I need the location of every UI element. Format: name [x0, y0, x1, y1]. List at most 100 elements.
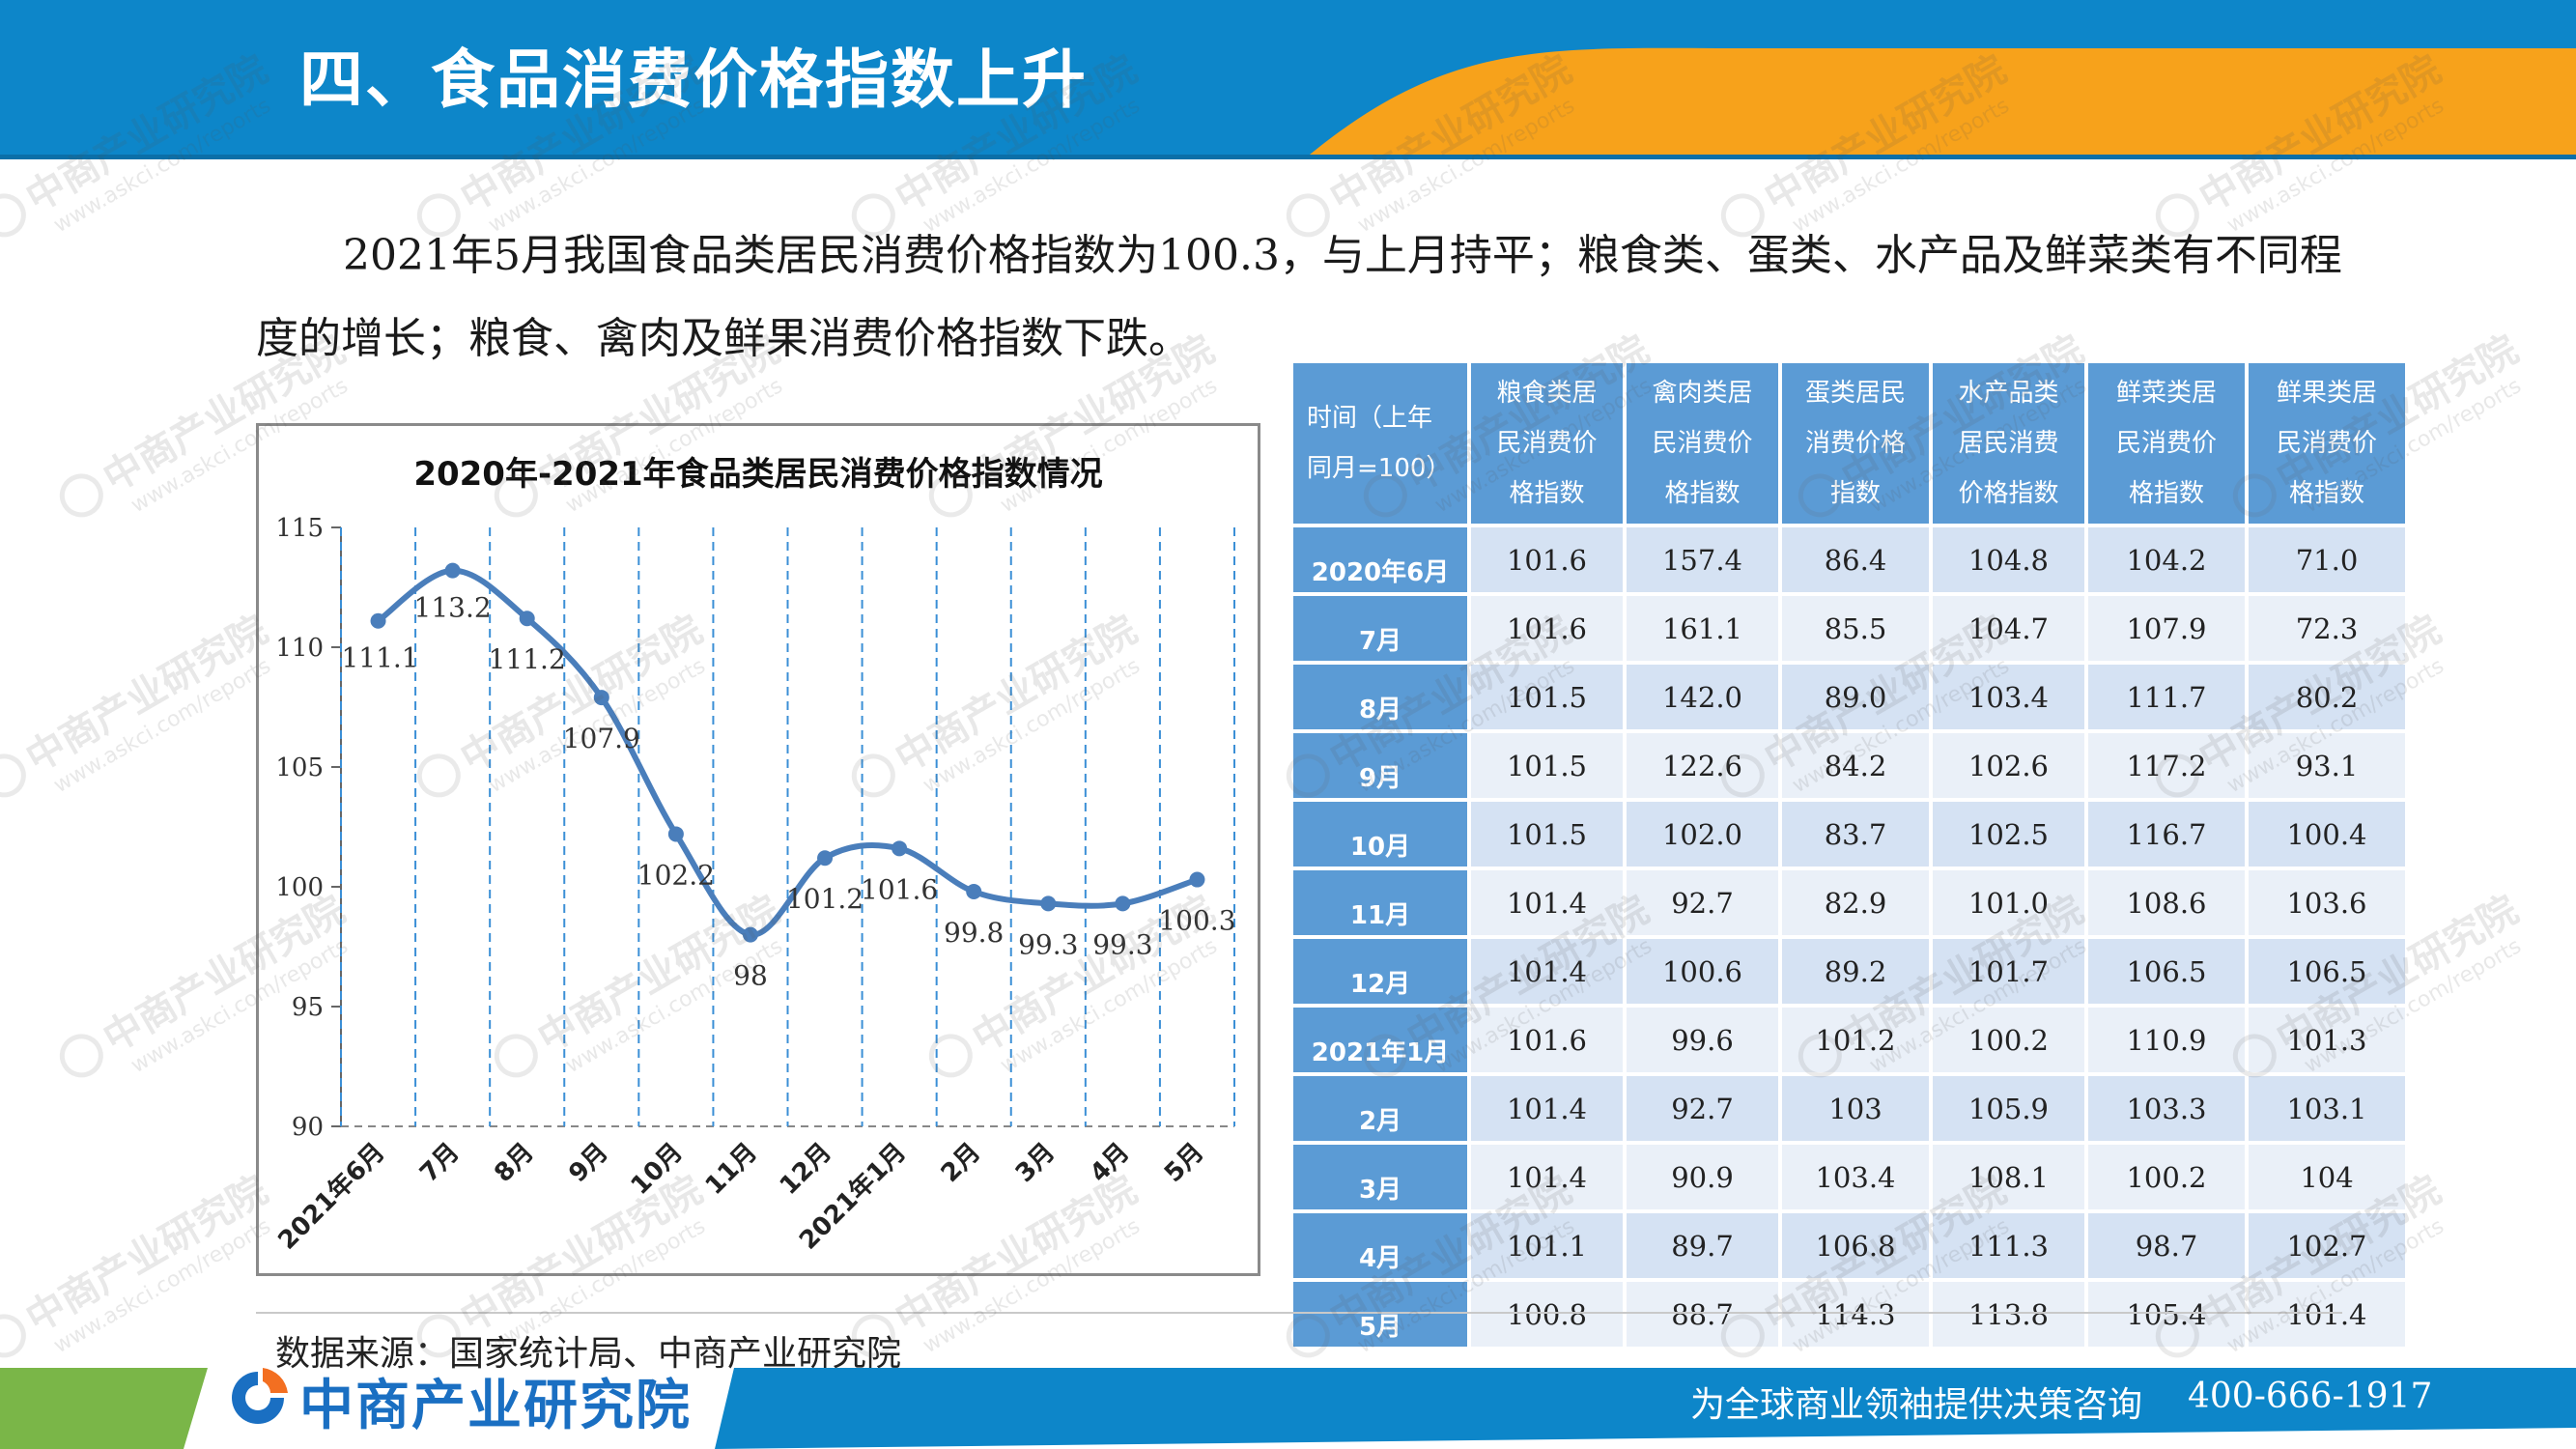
- table-cell: 122.6: [1627, 733, 1778, 798]
- table-cell: 100.2: [1933, 1008, 2084, 1072]
- data-point: [444, 562, 461, 579]
- data-point: [1115, 895, 1131, 912]
- table-cell: 101.0: [1933, 870, 2084, 935]
- data-point: [519, 611, 535, 627]
- table-row: 12月 101.4 100.6 89.2 101.7 106.5 106.5: [1293, 939, 2405, 1004]
- row-header-cell: 3月: [1293, 1145, 1467, 1209]
- table-cell: 106.8: [1782, 1213, 1929, 1278]
- table-cell: 108.6: [2088, 870, 2245, 935]
- table-cell: 100.4: [2249, 802, 2405, 867]
- row-header-cell: 5月: [1293, 1282, 1467, 1347]
- table-header-cell: 鲜菜类居 民消费价 格指数: [2088, 363, 2245, 524]
- intro-paragraph: 2021年5月我国食品类居民消费价格指数为100.3，与上月持平；粮食类、蛋类、…: [256, 231, 2342, 363]
- table-cell: 103.4: [1782, 1145, 1929, 1209]
- table-cell: 104: [2249, 1145, 2405, 1209]
- table-cell: 71.0: [2249, 527, 2405, 592]
- x-tick-label: 9月: [563, 1138, 613, 1188]
- table-cell: 110.9: [2088, 1008, 2245, 1072]
- row-header-cell: 2020年6月: [1293, 527, 1467, 592]
- header-line: 蛋类居民: [1804, 379, 1906, 408]
- header-line: 同月=100）: [1307, 454, 1452, 483]
- table-cell: 83.7: [1782, 802, 1929, 867]
- header-line: 消费价格: [1804, 429, 1906, 458]
- table-cell: 100.8: [1471, 1282, 1623, 1347]
- data-point: [593, 690, 609, 706]
- watermark-logo-icon: [0, 193, 26, 238]
- chart-canvas: 90 95 100 105 110 115 111.1 113.2 111.2 107.9 102.…: [272, 514, 1236, 1256]
- table-cell: 103: [1782, 1076, 1929, 1141]
- header-line: 时间（上年: [1307, 404, 1433, 433]
- table-cell: 103.4: [1933, 665, 2084, 729]
- table-cell: 72.3: [2249, 596, 2405, 661]
- x-tick-label: 11月: [700, 1138, 763, 1201]
- header-line: 格指数: [2288, 479, 2364, 508]
- row-header-cell: 7月: [1293, 596, 1467, 661]
- table-header-cell: 蛋类居民 消费价格 指数: [1782, 363, 1929, 524]
- table-header-row: 时间（上年 同月=100） 粮食类居 民消费价 格指数 禽肉类居 民消费价 格指数 蛋类居民 消费…: [1293, 363, 2405, 524]
- table-cell: 157.4: [1627, 527, 1778, 592]
- line-chart: 2020年-2021年食品类居民消费价格指数情况 90 95 100 105 110 11…: [256, 423, 1260, 1276]
- watermark-text: 中商产业研究院: [18, 608, 274, 781]
- table-cell: 101.2: [1782, 1008, 1929, 1072]
- watermark-logo-icon: [0, 753, 26, 798]
- table-cell: 80.2: [2249, 665, 2405, 729]
- table-cell: 101.4: [1471, 1076, 1623, 1141]
- data-label: 107.9: [563, 723, 640, 754]
- header-line: 价格指数: [1958, 479, 2059, 508]
- table-cell: 101.1: [1471, 1213, 1623, 1278]
- chart-title: 2020年-2021年食品类居民消费价格指数情况: [413, 455, 1103, 494]
- table-cell: 101.4: [1471, 870, 1623, 935]
- header-line: 民消费价: [1652, 429, 1753, 458]
- y-tick-label: 105: [275, 753, 324, 782]
- table-header-cell: 鲜果类居 民消费价 格指数: [2249, 363, 2405, 524]
- row-header-cell: 10月: [1293, 802, 1467, 867]
- header-line: 粮食类居: [1496, 379, 1598, 408]
- row-header-cell: 2021年1月: [1293, 1008, 1467, 1072]
- table-cell: 86.4: [1782, 527, 1929, 592]
- table-cell: 114.3: [1782, 1282, 1929, 1347]
- data-label: 99.8: [944, 917, 1004, 949]
- table-cell: 102.7: [2249, 1213, 2405, 1278]
- table-cell: 92.7: [1627, 1076, 1778, 1141]
- footer-bar: [0, 1360, 2576, 1449]
- header-line: 格指数: [1664, 479, 1741, 508]
- table-header-cell: 禽肉类居民消费价格指数: [1627, 363, 1778, 524]
- data-label: 99.3: [1018, 928, 1078, 960]
- data-label: 101.2: [786, 883, 863, 915]
- header-line: 民消费价: [1496, 429, 1598, 458]
- table-row: 11月 101.4 92.7 82.9 101.0 108.6 103.6: [1293, 870, 2405, 935]
- header-line: 禽肉类居: [1652, 379, 1753, 408]
- watermark-logo-icon: [0, 1314, 26, 1358]
- data-label: 111.1: [341, 642, 418, 674]
- table-header-cell: 水产品类 居民消费 价格指数: [1933, 363, 2084, 524]
- table-cell: 106.5: [2088, 939, 2245, 1004]
- table-cell: 101.6: [1471, 1008, 1623, 1072]
- data-point: [966, 883, 982, 899]
- table-cell: 101.7: [1933, 939, 2084, 1004]
- watermark-text: 中商产业研究院: [18, 1168, 274, 1342]
- table-cell: 102.5: [1933, 802, 2084, 867]
- table-cell: 103.1: [2249, 1076, 2405, 1141]
- table-cell: 106.5: [2249, 939, 2405, 1004]
- x-tick-label: 8月: [489, 1138, 539, 1188]
- x-tick-label: 2021年6月: [272, 1137, 391, 1256]
- table-cell: 104.2: [2088, 527, 2245, 592]
- data-label: 102.2: [637, 859, 715, 891]
- x-tick-label: 12月: [775, 1138, 837, 1201]
- table-cell: 101.5: [1471, 802, 1623, 867]
- table-cell: 92.7: [1627, 870, 1778, 935]
- cpi-table: 时间（上年 同月=100） 粮食类居 民消费价 格指数 禽肉类居 民消费价 格指数 蛋类居民 消费…: [1289, 359, 2409, 1350]
- table-cell: 101.4: [2249, 1282, 2405, 1347]
- table-row: 9月 101.5 122.6 84.2 102.6 117.2 93.1: [1293, 733, 2405, 798]
- row-header-cell: 9月: [1293, 733, 1467, 798]
- x-tick-label: 2月: [936, 1138, 986, 1188]
- data-point: [370, 612, 386, 629]
- data-point: [667, 826, 684, 842]
- y-tick-label: 115: [275, 514, 324, 543]
- data-point: [817, 850, 834, 867]
- data-point: [1040, 895, 1057, 912]
- watermark-logo-icon: [59, 473, 103, 518]
- table-cell: 85.5: [1782, 596, 1929, 661]
